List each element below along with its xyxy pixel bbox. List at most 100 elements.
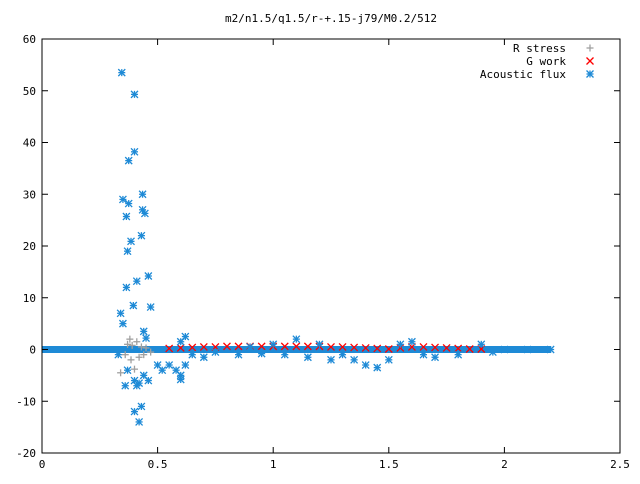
y-tick-label: 30 — [23, 188, 36, 201]
data-point — [234, 350, 243, 359]
data-point — [128, 341, 136, 349]
x-tick-label: 1 — [270, 458, 277, 471]
data-point — [121, 381, 130, 390]
data-point — [138, 190, 147, 199]
data-point — [199, 342, 208, 351]
data-point — [127, 237, 135, 246]
data-point — [135, 353, 143, 361]
data-point — [130, 407, 139, 416]
data-point — [396, 340, 405, 349]
data-point — [234, 342, 243, 351]
data-point — [147, 348, 155, 356]
legend-label: Acoustic flux — [480, 68, 566, 81]
data-point — [124, 199, 133, 208]
data-point — [124, 156, 133, 165]
data-point — [137, 343, 145, 351]
data-point — [181, 332, 190, 341]
data-point — [176, 343, 185, 352]
data-point — [146, 303, 155, 312]
data-point — [122, 283, 131, 292]
data-point — [118, 195, 127, 204]
data-point — [350, 343, 359, 352]
y-tick-label: 40 — [23, 137, 36, 150]
data-point — [303, 353, 312, 362]
data-point — [246, 342, 255, 351]
data-point — [384, 345, 393, 353]
y-tick-label: 60 — [23, 33, 36, 46]
data-point — [315, 340, 324, 349]
series-layer — [42, 68, 555, 426]
data-point — [292, 335, 301, 344]
data-point — [122, 212, 131, 221]
data-point — [373, 344, 382, 353]
data-point — [338, 342, 347, 351]
data-point — [165, 344, 174, 353]
data-point — [384, 355, 393, 364]
y-tick-label: 50 — [23, 85, 36, 98]
data-point — [280, 342, 289, 351]
data-point — [223, 342, 231, 351]
data-point — [139, 327, 148, 336]
data-point — [257, 349, 266, 358]
data-point — [488, 348, 497, 357]
legend-label: G work — [526, 55, 566, 68]
data-point — [130, 147, 139, 156]
data-point — [123, 366, 132, 375]
legend-marker — [586, 57, 594, 65]
x-tick-label: 2 — [501, 458, 508, 471]
data-point — [419, 350, 428, 359]
y-tick-label: 0 — [29, 344, 36, 357]
data-point — [431, 343, 439, 352]
data-point — [269, 340, 278, 349]
data-point — [407, 337, 416, 346]
data-point — [546, 345, 555, 354]
data-point — [140, 351, 148, 359]
data-point — [442, 343, 451, 352]
data-point — [118, 319, 127, 328]
data-point — [396, 343, 405, 352]
data-point — [465, 345, 474, 353]
x-tick-label: 2.5 — [610, 458, 630, 471]
data-point — [129, 301, 138, 310]
data-point — [142, 334, 150, 343]
data-point — [280, 350, 289, 359]
data-point — [181, 361, 190, 369]
data-point — [327, 342, 335, 351]
data-point — [140, 209, 149, 218]
chart-title: m2/n1.5/q1.5/r-+.15-j79/M0.2/512 — [225, 12, 437, 25]
data-point — [130, 365, 138, 373]
legend-marker — [586, 70, 594, 78]
data-point — [350, 355, 359, 364]
data-point — [327, 355, 335, 364]
data-point — [292, 342, 301, 351]
plot-frame — [41, 38, 621, 454]
data-point — [144, 376, 153, 385]
data-point — [123, 247, 132, 256]
y-tick-label: -20 — [16, 447, 36, 460]
data-point — [257, 342, 266, 351]
y-tick-label: 10 — [23, 292, 36, 305]
data-point — [127, 356, 135, 364]
series-r-stress — [117, 335, 155, 377]
data-point — [523, 345, 532, 354]
data-point — [142, 344, 150, 352]
data-point — [419, 342, 428, 351]
data-point — [165, 361, 174, 369]
legend-marker — [586, 44, 594, 52]
data-point — [188, 343, 197, 352]
data-point — [454, 344, 463, 353]
data-point — [338, 350, 347, 359]
data-point — [132, 381, 141, 390]
data-point — [431, 353, 439, 362]
data-point — [137, 231, 146, 240]
data-point — [500, 345, 509, 354]
x-tick-label: 0.5 — [148, 458, 168, 471]
data-point — [116, 309, 125, 318]
data-point — [361, 343, 370, 352]
data-point — [188, 350, 197, 359]
y-tick-label: -10 — [16, 395, 36, 408]
data-point — [124, 340, 132, 348]
